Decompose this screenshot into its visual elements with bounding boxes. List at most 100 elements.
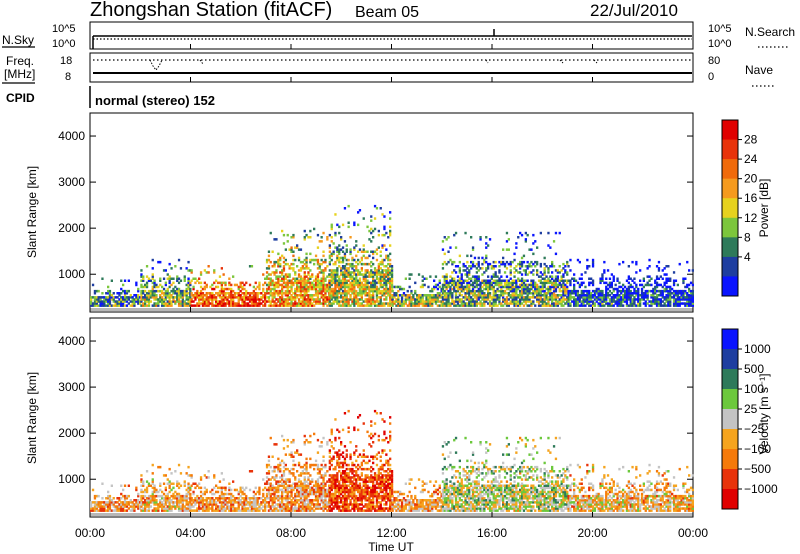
power-echo-cell — [281, 296, 284, 299]
power-echo-cell — [218, 304, 222, 307]
power-echo-cell — [487, 292, 490, 295]
velocity-echo-cell — [233, 488, 237, 492]
power-echo-cell — [127, 298, 130, 301]
velocity-echo-cell — [211, 499, 214, 502]
velocity-echo-cell — [303, 482, 306, 485]
velocity-echo-cell — [269, 482, 272, 485]
power-echo-cell — [471, 302, 475, 305]
velocity-echo-cell — [271, 484, 274, 487]
velocity-echo-cell — [201, 507, 205, 510]
velocity-echo-cell — [313, 488, 316, 492]
power-echo-cell — [483, 294, 486, 297]
velocity-echo-cell — [199, 476, 203, 479]
power-echo-cell — [243, 294, 246, 297]
power-echo-cell — [682, 292, 685, 295]
velocity-echo-cell — [157, 507, 160, 510]
velocity-echo-cell — [199, 478, 203, 481]
power-echo-cell — [201, 292, 205, 295]
power-echo-cell — [574, 302, 578, 305]
power-echo-cell — [631, 285, 634, 289]
power-echo-cell — [216, 292, 220, 295]
power-echo-cell — [161, 304, 164, 307]
power-echo-cell — [162, 292, 166, 295]
power-echo-cell — [360, 287, 363, 291]
velocity-echo-cell — [239, 486, 242, 490]
velocity-echo-cell — [307, 490, 310, 494]
velocity-echo-cell — [271, 476, 274, 479]
power-echo-cell — [254, 298, 257, 301]
power-echo-cell — [494, 265, 497, 268]
power-echo-cell — [423, 300, 426, 303]
power-echo-cell — [588, 302, 591, 305]
power-echo-cell — [605, 281, 608, 285]
power-echo-cell — [330, 283, 333, 287]
power-echo-cell — [456, 265, 460, 268]
power-echo-cell — [635, 292, 638, 295]
power-echo-cell — [425, 300, 428, 303]
power-echo-cell — [515, 283, 518, 287]
power-echo-cell — [541, 273, 544, 276]
power-echo-cell — [166, 296, 169, 299]
power-echo-cell — [417, 300, 421, 303]
power-echo-cell — [554, 231, 558, 235]
power-echo-cell — [393, 302, 396, 305]
power-echo-cell — [406, 298, 409, 301]
velocity-echo-cell — [99, 503, 102, 506]
nsearch-tick-top: 10^5 — [708, 23, 732, 35]
velocity-echo-cell — [142, 482, 145, 485]
velocity-echo-cell — [290, 441, 293, 444]
velocity-echo-cell — [292, 488, 295, 492]
power-echo-cell — [303, 300, 306, 303]
velocity-echo-cell — [288, 507, 291, 510]
velocity-echo-cell — [262, 478, 265, 481]
power-echo-cell — [135, 283, 138, 287]
power-echo-cell — [560, 285, 563, 289]
power-echo-cell — [503, 262, 507, 266]
power-echo-cell — [599, 300, 602, 303]
power-echo-cell — [151, 304, 154, 307]
velocity-echo-cell — [168, 497, 171, 500]
velocity-echo-cell — [118, 509, 121, 512]
velocity-echo-cell — [292, 474, 295, 477]
power-echo-cell — [667, 300, 670, 303]
power-echo-cell — [644, 294, 647, 297]
power-echo-cell — [290, 287, 293, 291]
velocity-echo-cell — [288, 480, 291, 483]
power-echo-cell — [190, 304, 193, 307]
power-echo-cell — [574, 300, 578, 303]
power-echo-cell — [271, 292, 274, 295]
power-echo-cell — [445, 287, 448, 291]
velocity-echo-cell — [164, 499, 167, 502]
power-echo-cell — [271, 298, 274, 301]
power-echo-cell — [410, 300, 413, 303]
power-echo-cell — [633, 302, 636, 305]
power-echo-cell — [341, 256, 345, 260]
power-echo-cell — [142, 304, 145, 307]
velocity-echo-cell — [297, 499, 301, 502]
velocity-echo-cell — [177, 497, 181, 500]
power-echo-cell — [303, 236, 306, 239]
power-echo-cell — [479, 292, 482, 295]
power-echo-cell — [226, 287, 229, 291]
power-echo-cell — [623, 298, 627, 301]
velocity-echo-cell — [286, 497, 289, 500]
power-echo-cell — [520, 281, 524, 285]
power-echo-cell — [485, 246, 488, 249]
power-echo-cell — [320, 271, 323, 274]
power-echo-cell — [267, 277, 271, 280]
velocity-echo-cell — [281, 476, 284, 479]
power-echo-cell — [343, 300, 347, 303]
power-echo-cell — [395, 285, 398, 289]
velocity-echo-cell — [288, 453, 291, 456]
velocity-echo-cell — [179, 507, 183, 510]
velocity-echo-cell — [277, 467, 280, 471]
power-echo-cell — [586, 294, 589, 297]
power-echo-cell — [395, 304, 398, 307]
velocity-echo-cell — [228, 501, 231, 504]
velocity-echo-cell — [248, 509, 252, 512]
power-echo-cell — [429, 289, 432, 293]
power-echo-cell — [140, 285, 143, 289]
power-echo-cell — [360, 269, 363, 272]
power-echo-cell — [309, 252, 312, 256]
velocity-echo-cell — [172, 503, 175, 506]
